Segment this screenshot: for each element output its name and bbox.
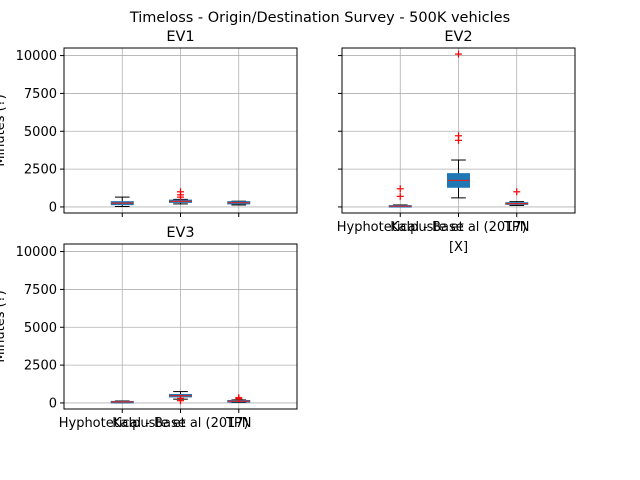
outlier-point [177, 394, 184, 402]
y-tick-label: 0 [49, 200, 57, 215]
box-2 [447, 50, 470, 199]
box-1 [110, 196, 134, 207]
y-tick-label: 7500 [24, 283, 57, 298]
figure-suptitle: Timeloss - Origin/Destination Survey - 5… [129, 10, 510, 26]
box-3 [505, 188, 529, 206]
box-1 [388, 185, 412, 208]
outlier-point [396, 185, 404, 193]
box-2 [169, 391, 192, 405]
y-axis-label: Minutes (?) [0, 94, 8, 166]
outlier-point [396, 192, 404, 200]
box-3 [227, 394, 251, 403]
box-3 [227, 200, 251, 206]
y-tick-label: 5000 [24, 321, 57, 336]
outlier-point [235, 394, 243, 402]
y-tick-label: 0 [49, 396, 57, 411]
outlier-point [513, 188, 521, 196]
subplot-ev3: 0 2500 5000 7500 10000 Hyphotetical - BaseKal… [0, 225, 298, 431]
y-axis-label: Minutes (?) [0, 290, 8, 362]
y-tick-label: 10000 [16, 245, 57, 260]
x-tick-label: Hyphotetical - Base [59, 416, 186, 431]
x-tick-label: TPN [225, 416, 252, 431]
subplot-title: EV1 [166, 29, 194, 45]
y-tick-label: 5000 [24, 125, 57, 140]
x-tick-label: Hyphotetical - Base [337, 220, 464, 235]
x-axis-label: [X] [449, 240, 468, 255]
y-tick-label: 2500 [24, 359, 57, 374]
box-1 [110, 400, 134, 404]
subplot-title: EV2 [444, 29, 472, 45]
outlier-point [455, 132, 462, 140]
x-tick-label: Kalpuste et al (2017) [112, 416, 249, 431]
box-2 [169, 188, 192, 205]
subplot-title: EV3 [166, 225, 194, 241]
y-tick-label: 10000 [16, 49, 57, 64]
outlier-point [455, 50, 462, 58]
x-tick-label: TPN [503, 220, 530, 235]
x-tick-label: Kalpuste et al (2017) [390, 220, 527, 235]
subplot-ev1: 0 2500 5000 7500 10000 EV1 Minutes (?) [0, 29, 298, 217]
y-tick-label: 7500 [24, 87, 57, 102]
y-tick-label: 2500 [24, 163, 57, 178]
outlier-point [177, 188, 184, 196]
